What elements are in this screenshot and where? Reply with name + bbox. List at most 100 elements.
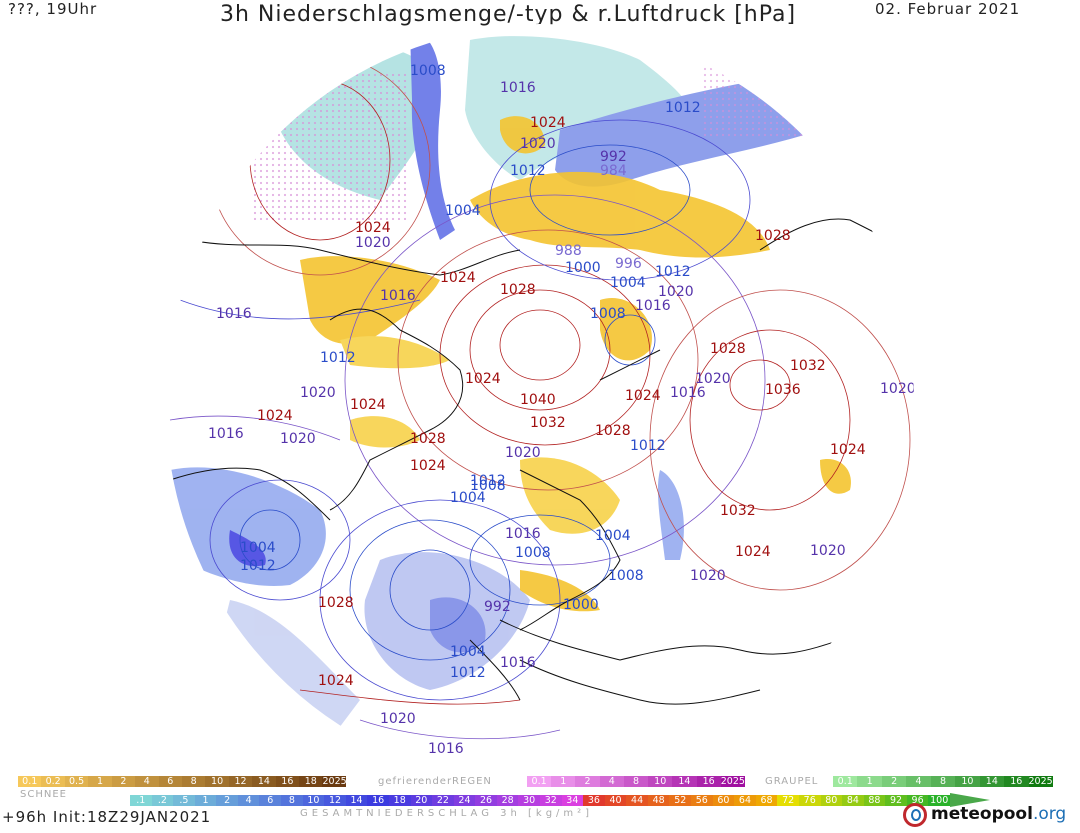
pressure-label: 1016 <box>500 655 536 671</box>
legend-swatch: 30 <box>518 795 540 806</box>
legend-swatch: .1 <box>130 795 152 806</box>
legend-swatch: 48 <box>647 795 670 806</box>
legend-swatch: 4 <box>237 795 260 806</box>
legend-swatch: 32 <box>539 795 562 806</box>
pressure-label: 1020 <box>300 385 336 401</box>
legend-swatch: 6 <box>158 776 182 787</box>
legend-swatch: 0.1 <box>18 776 42 787</box>
pressure-label: 1020 <box>520 136 556 152</box>
pressure-label: 1024 <box>465 371 501 387</box>
freezing-rain-label: gefrierenderREGEN <box>378 776 492 787</box>
legend-swatch: 76 <box>798 795 821 806</box>
legend-swatch: 80 <box>820 795 843 806</box>
pressure-label: 1020 <box>880 381 916 397</box>
legend-swatch: 10 <box>302 795 325 806</box>
legend-swatch: 4 <box>906 776 931 787</box>
legend-swatch: .5 <box>173 795 195 806</box>
pressure-label: 1016 <box>380 288 416 304</box>
legend-swatch: 0.1 <box>527 776 552 787</box>
legend-swatch: 10 <box>955 776 980 787</box>
legend-swatch: 0.5 <box>64 776 89 787</box>
brand-tld: .org <box>1032 804 1067 824</box>
legend-swatch: 1 <box>194 795 217 806</box>
pressure-label: 1020 <box>380 711 416 727</box>
legend-swatch: 100 <box>928 795 950 806</box>
legend-swatch: 88 <box>863 795 886 806</box>
pressure-label: 1028 <box>595 423 631 439</box>
pressure-label: 1004 <box>450 644 486 660</box>
legend-swatch: 14 <box>672 776 697 787</box>
legend-swatch: 1 <box>551 776 576 787</box>
pressure-label: 1032 <box>790 358 826 374</box>
pressure-label: 1012 <box>510 163 546 179</box>
legend-swatch: 16 <box>367 795 389 806</box>
pressure-label: 1024 <box>318 673 354 689</box>
legend-swatch: 16 <box>1004 776 1029 787</box>
coastlines <box>169 218 906 705</box>
pressure-label: 988 <box>555 243 582 259</box>
pressure-label: 1000 <box>565 260 601 276</box>
map-title: 3h Niederschlagsmenge/-typ & r.Luftdruck… <box>220 2 797 27</box>
pressure-label: 1016 <box>500 80 536 96</box>
legend-swatch: 72 <box>777 795 799 806</box>
graupel-label: GRAUPEL <box>765 776 819 787</box>
legend-swatch: 24 <box>453 795 476 806</box>
pressure-label: 1020 <box>695 371 731 387</box>
valid-time-label: ???, 19Uhr <box>8 0 98 18</box>
pressure-label: 1024 <box>410 458 446 474</box>
legend-swatch: 14 <box>345 795 368 806</box>
pressure-label: 1004 <box>450 490 486 506</box>
pressure-label: 1008 <box>470 478 506 494</box>
pressure-label: 1004 <box>610 275 646 291</box>
pressure-label: 1024 <box>257 408 293 424</box>
legend-swatch: 2 <box>881 776 907 787</box>
snow-scale: 0.1 0.2 0.5 1 2 4 6 8 10 12 14 16 18 2025+ <box>18 776 355 787</box>
pressure-label: 1020 <box>355 235 391 251</box>
pressure-label: 1016 <box>216 306 252 322</box>
legend-swatch: 6 <box>259 795 282 806</box>
pressure-label: 984 <box>600 163 627 179</box>
pressure-label: 1032 <box>530 415 566 431</box>
legend-swatch: 16 <box>275 776 300 787</box>
legend-swatch: 1 <box>88 776 112 787</box>
pressure-label: 996 <box>615 256 642 272</box>
snow-areas <box>300 116 851 612</box>
legend-swatch: 10 <box>205 776 229 787</box>
pressure-label: 1024 <box>355 220 391 236</box>
pressure-label: 1028 <box>500 282 536 298</box>
snow-label: SCHNEE <box>20 789 67 800</box>
pressure-label: 1008 <box>515 545 551 561</box>
pressure-label: 1012 <box>470 473 506 489</box>
pressure-label: 1036 <box>765 382 801 398</box>
isobars <box>169 54 911 740</box>
legend-swatch: 14 <box>252 776 276 787</box>
legend-swatch: 34 <box>561 795 584 806</box>
legend-swatch: 60 <box>712 795 735 806</box>
pressure-label: 1020 <box>810 543 846 559</box>
legend-swatch: 12 <box>228 776 253 787</box>
total-precip-scale: .1.2.5 1 2 4 6 8 10 12 14 16 18 20 22 24 26 28 30 32 34 36 4… <box>130 795 950 806</box>
pressure-label: 1016 <box>428 741 464 757</box>
pressure-label: 992 <box>484 599 511 615</box>
pressure-label: 1040 <box>520 392 556 408</box>
legend-swatch: 20 <box>410 795 433 806</box>
valid-date-label: 02. Februar 2021 <box>875 0 1021 18</box>
freezing-rain-scale: 0.1 1 2 4 8 10 14 16 2025+ <box>527 776 753 787</box>
legend-swatch: 8 <box>181 776 206 787</box>
pressure-label: 1020 <box>658 284 694 300</box>
pressure-labels: 1008101210161024102099298410121024102810… <box>208 63 916 757</box>
pressure-label: 1020 <box>505 445 541 461</box>
legend-swatch: 8 <box>930 776 956 787</box>
legend-swatch: 56 <box>691 795 713 806</box>
legend-swatch: 1 <box>857 776 882 787</box>
pressure-label: 1024 <box>830 442 866 458</box>
legend-swatch: 22 <box>432 795 454 806</box>
legend-swatch: 68 <box>755 795 778 806</box>
total-precip-label: GESAMTNIEDERSCHLAG 3h [kg/m²] <box>300 808 594 819</box>
legend-swatch: 92 <box>885 795 907 806</box>
legend-swatch: 8 <box>281 795 303 806</box>
meteopool-logo-icon <box>903 803 927 827</box>
graupel-scale: 0.1 1 2 4 8 10 14 16 2025+ <box>833 776 1061 787</box>
pressure-label: 1020 <box>690 568 726 584</box>
pressure-label: 1012 <box>240 558 276 574</box>
